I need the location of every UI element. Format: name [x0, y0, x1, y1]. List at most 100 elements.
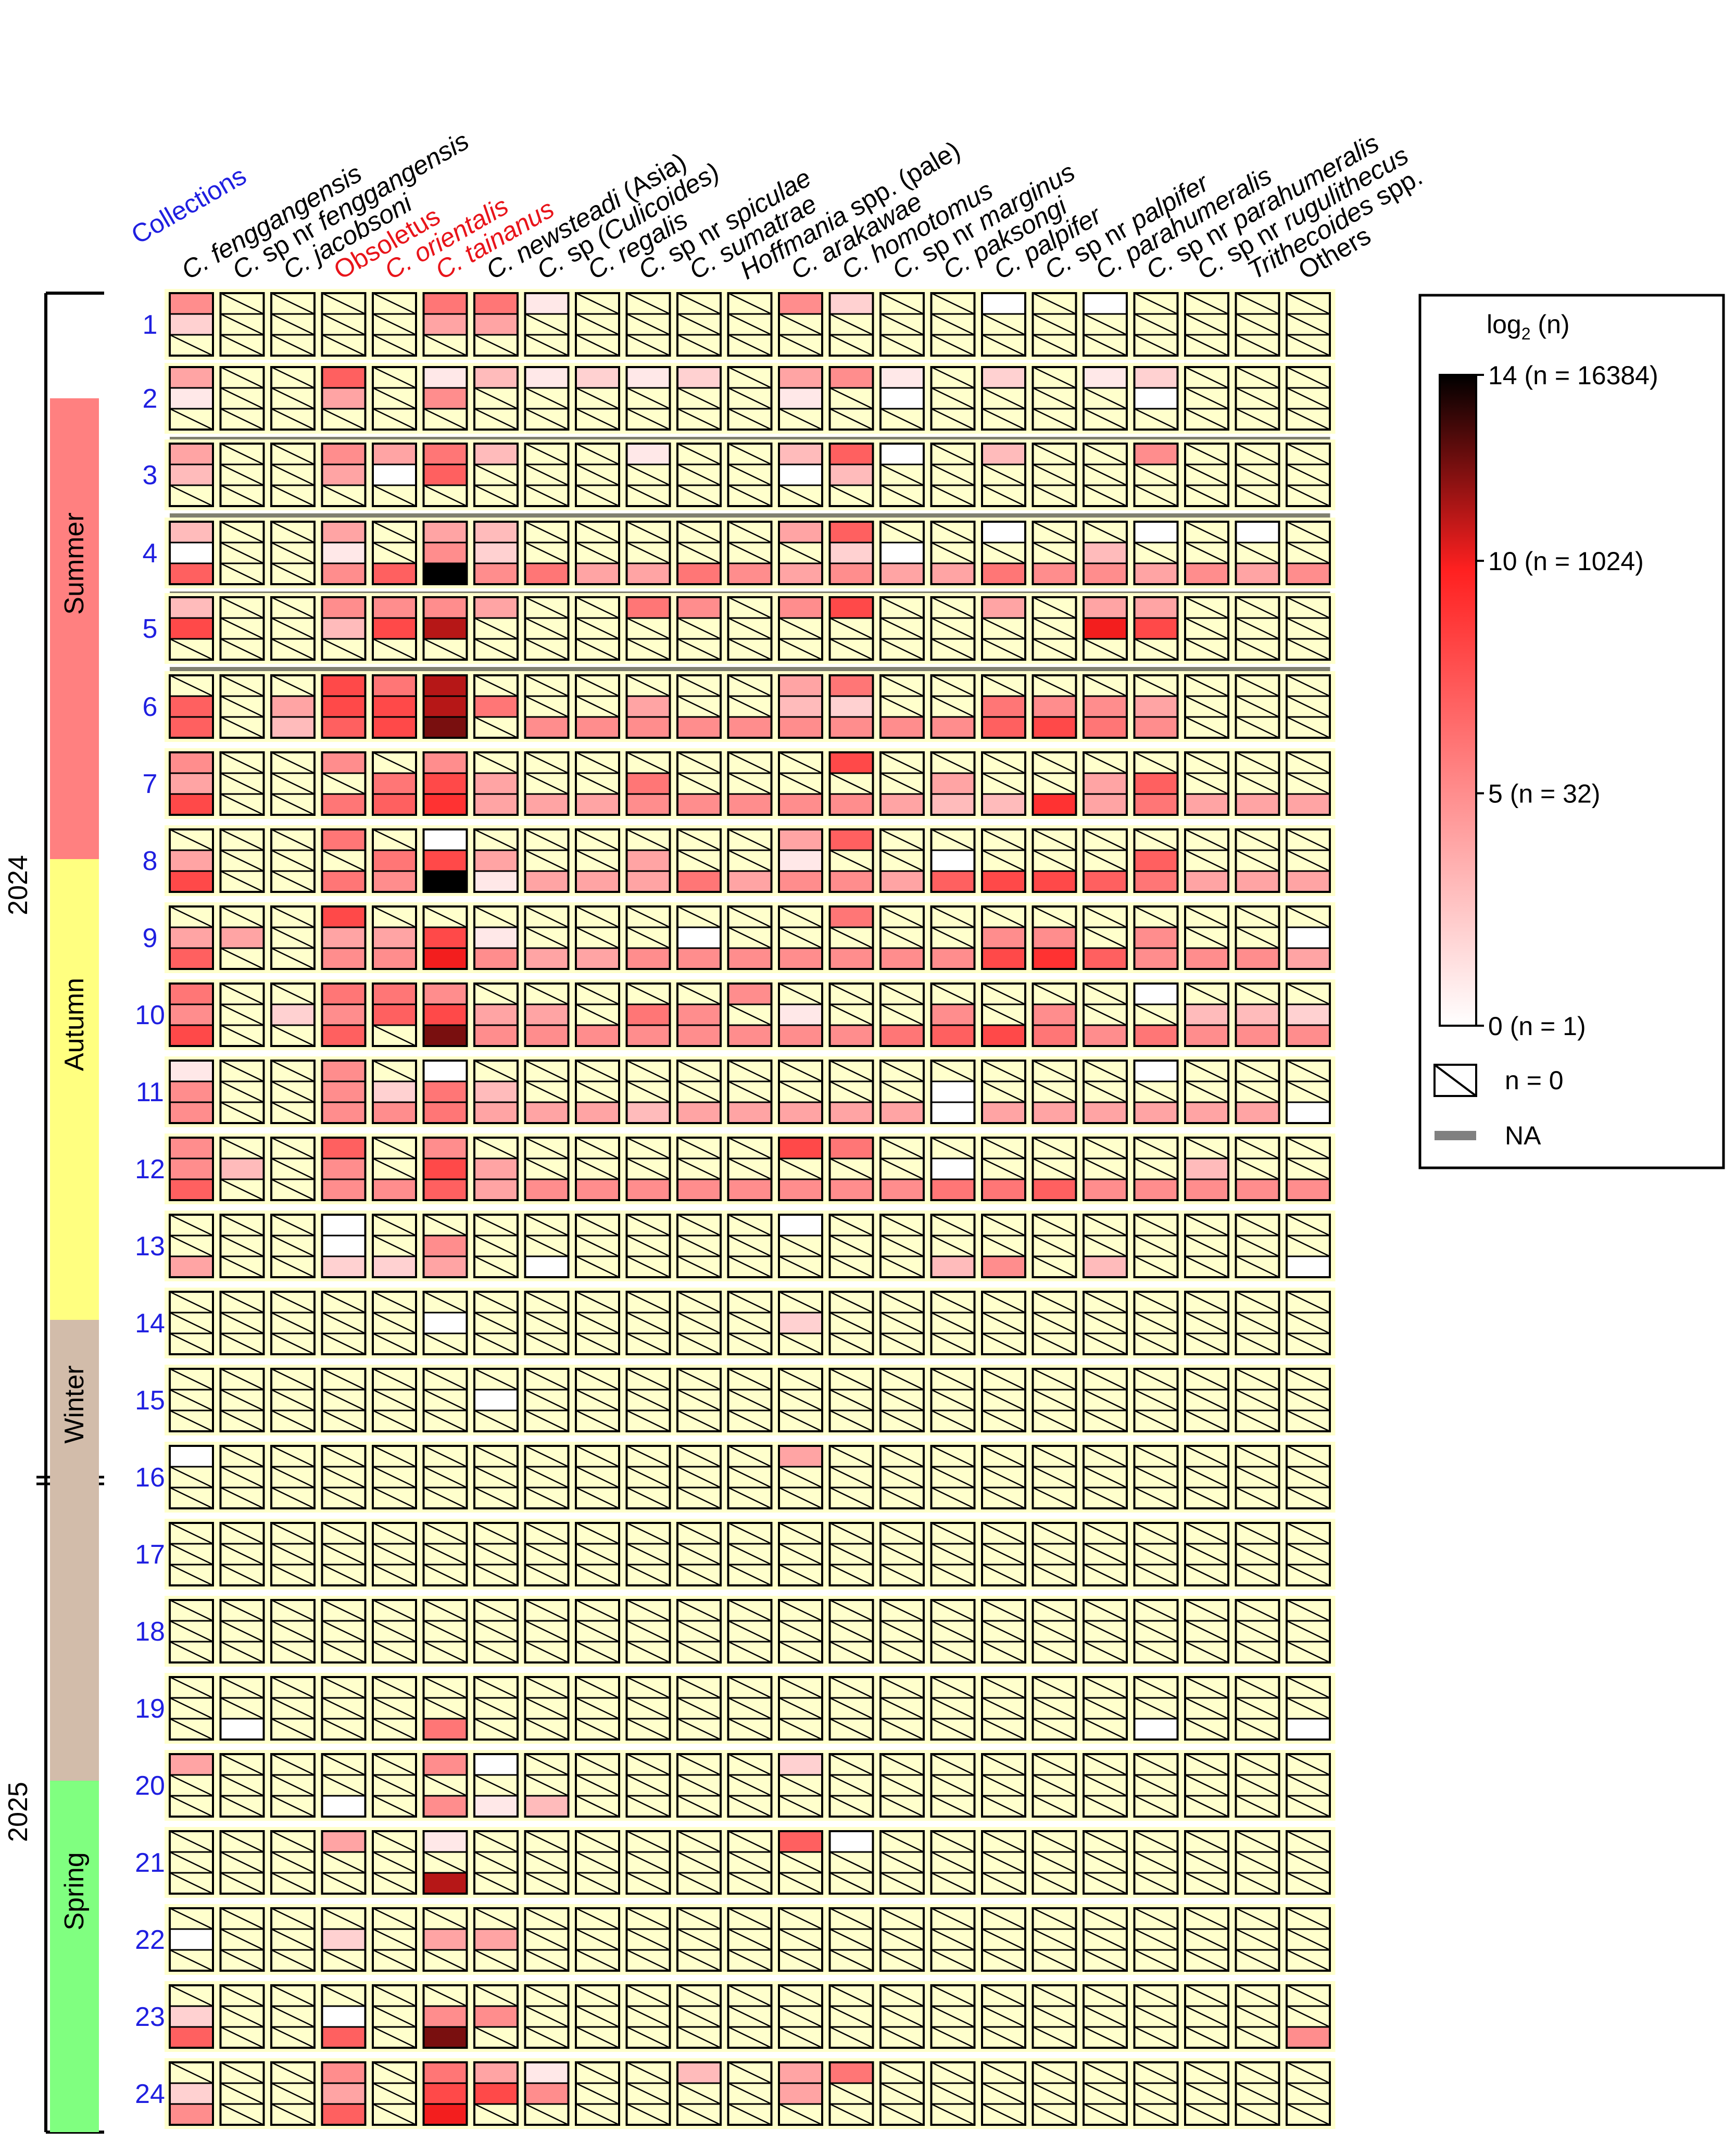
trap-cell [473, 2082, 519, 2105]
collection-row: 14 [135, 1288, 1336, 1358]
zero-hatch [1032, 1564, 1077, 1586]
zero-hatch [930, 1368, 975, 1391]
zero-hatch [1235, 1851, 1280, 1874]
zero-hatch [372, 1774, 417, 1797]
trap-cell [423, 674, 468, 697]
cell-frame [219, 982, 265, 1047]
cell-frame [676, 366, 722, 431]
trap-cell [473, 1101, 519, 1124]
cell-frame [219, 292, 265, 357]
cell-frame [625, 905, 671, 970]
cell-frame [270, 1522, 316, 1586]
cell-frame [1184, 1445, 1229, 1509]
zero-hatch [524, 695, 569, 718]
trap-cell [473, 1024, 519, 1047]
cell-frame [1031, 674, 1077, 739]
zero-hatch [372, 1157, 417, 1180]
zero-hatch [626, 926, 671, 949]
cell-frame [981, 982, 1026, 1047]
zero-hatch [524, 1445, 569, 1468]
zero-hatch [1286, 1753, 1330, 1776]
zero-hatch [1032, 1409, 1077, 1432]
cell-frame [1235, 1291, 1280, 1355]
zero-hatch [575, 1697, 620, 1720]
zero-hatch [727, 1928, 772, 1951]
cell-frame [1031, 828, 1077, 893]
trap-cell [879, 793, 925, 816]
zero-hatch [575, 1753, 620, 1776]
zero-hatch [524, 408, 569, 431]
zero-hatch [727, 828, 772, 851]
zero-hatch [880, 521, 924, 544]
zero-hatch [423, 1522, 468, 1545]
zero-hatch [727, 2026, 772, 2049]
zero-hatch [1235, 313, 1280, 336]
zero-hatch [220, 1795, 265, 1818]
zero-hatch [271, 674, 315, 697]
zero-hatch [880, 1697, 924, 1720]
zero-hatch [474, 1872, 518, 1895]
trap-cell [1235, 521, 1280, 544]
trap-cell [473, 947, 519, 970]
trap-cell [1083, 366, 1128, 389]
trap-cell [423, 1928, 468, 1951]
trap-cell [626, 870, 671, 893]
cell-frame [879, 292, 925, 357]
trap-cell [626, 562, 671, 585]
zero-hatch [220, 408, 265, 431]
cell-frame [930, 596, 976, 661]
zero-hatch [1032, 828, 1077, 851]
zero-hatch [372, 1641, 417, 1664]
zero-hatch [575, 1949, 620, 1972]
zero-hatch [372, 751, 417, 774]
collection-label: 5 [143, 614, 158, 644]
zero-hatch [880, 617, 924, 640]
trap-cell [321, 1024, 366, 1047]
cell-frame [422, 982, 468, 1047]
zero-hatch [880, 1368, 924, 1391]
cell-frame [930, 1984, 976, 2049]
color-scale-bar [1439, 374, 1477, 1027]
zero-hatch [321, 638, 366, 661]
collection-row: 23 [135, 1981, 1336, 2052]
collection-row: 10 [135, 979, 1336, 1050]
cell-frame [879, 366, 925, 431]
zero-hatch [880, 1676, 924, 1699]
trap-cell [575, 366, 620, 389]
zero-hatch [1134, 1255, 1178, 1278]
cell-frame [321, 2061, 367, 2126]
zero-hatch [271, 596, 315, 619]
cell-frame [981, 674, 1026, 739]
cell-frame [930, 828, 976, 893]
trap-cell [473, 1795, 519, 1818]
trap-cell [778, 716, 823, 739]
zero-hatch [677, 1368, 721, 1391]
zero-hatch [271, 926, 315, 949]
cell-frame [1031, 596, 1077, 661]
zero-hatch [677, 674, 721, 697]
cell-frame [828, 828, 874, 893]
zero-hatch [727, 1718, 772, 1741]
zero-hatch [220, 793, 265, 816]
zero-hatch [271, 2026, 315, 2049]
zero-hatch [1286, 674, 1330, 697]
zero-hatch [271, 905, 315, 928]
trap-cell [575, 870, 620, 893]
zero-hatch [524, 521, 569, 544]
trap-cell [829, 292, 874, 315]
trap-cell [1083, 870, 1128, 893]
trap-cell [1286, 926, 1331, 949]
cell-frame [930, 1060, 976, 1124]
trap-cell [778, 793, 823, 816]
zero-hatch [271, 772, 315, 795]
trap-cell [575, 562, 620, 585]
zero-hatch [524, 1060, 569, 1082]
zero-hatch [271, 1872, 315, 1895]
zero-hatch [677, 2005, 721, 2028]
zero-hatch [1286, 1984, 1330, 2007]
zero-hatch [982, 1409, 1026, 1432]
zero-hatch [524, 2026, 569, 2049]
zero-hatch [727, 313, 772, 336]
zero-hatch [626, 828, 671, 851]
trap-cell [1083, 1101, 1128, 1124]
